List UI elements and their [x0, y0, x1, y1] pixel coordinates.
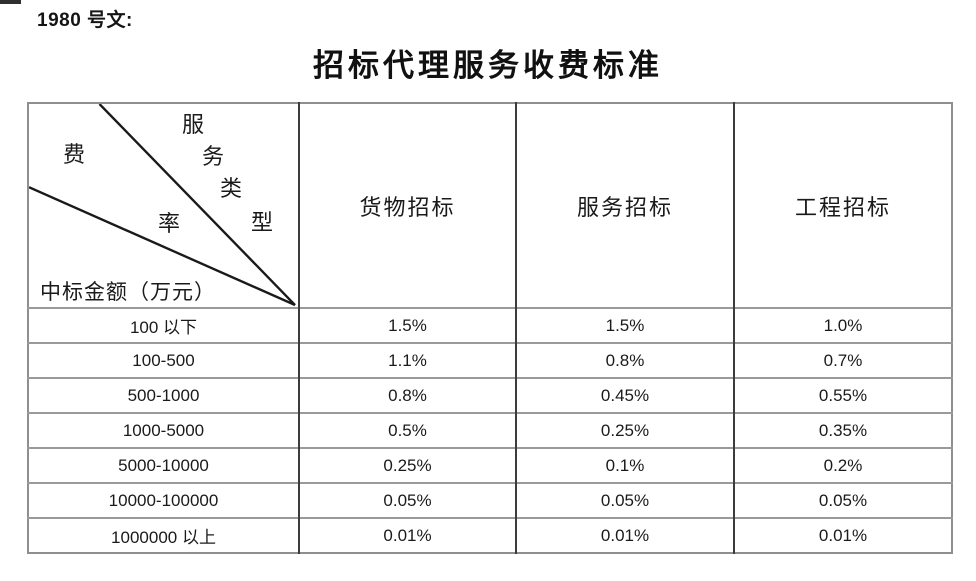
- rate-cell: 1.0%: [733, 307, 952, 343]
- table-row: 1000000 以上 0.01% 0.01% 0.01%: [28, 517, 952, 553]
- table-row: 1000-5000 0.5% 0.25% 0.35%: [28, 412, 952, 448]
- diagonal-corner-cell: 服 务 类 型 费 率 中标金额（万元）: [28, 103, 299, 308]
- rate-cell: 1.1%: [298, 342, 516, 378]
- rate-cell: 0.55%: [733, 377, 952, 413]
- table-row: 100-500 1.1% 0.8% 0.7%: [28, 342, 952, 378]
- rate-cell: 0.05%: [298, 482, 516, 518]
- row-label: 5000-10000: [28, 447, 299, 483]
- corner-char-xing: 型: [251, 210, 274, 235]
- row-label: 1000000 以上: [28, 517, 299, 553]
- table-row: 100 以下 1.5% 1.5% 1.0%: [28, 307, 952, 343]
- column-header-services: 服务招标: [515, 103, 734, 308]
- corner-char-fu: 服: [182, 112, 205, 137]
- corner-char-lei: 类: [220, 176, 243, 201]
- scan-artifact-mark: [0, 0, 21, 4]
- row-label: 10000-100000: [28, 482, 299, 518]
- rate-cell: 0.8%: [515, 342, 734, 378]
- row-label: 100-500: [28, 342, 299, 378]
- corner-char-wu: 务: [202, 144, 225, 169]
- corner-amount-label: 中标金额（万元）: [40, 280, 216, 304]
- rate-cell: 0.8%: [298, 377, 516, 413]
- rate-cell: 1.5%: [515, 307, 734, 343]
- diagonal-lines: [29, 104, 296, 307]
- table-row: 5000-10000 0.25% 0.1% 0.2%: [28, 447, 952, 483]
- page-title: 招标代理服务收费标准: [313, 48, 663, 83]
- column-header-engineering: 工程招标: [733, 103, 952, 308]
- rate-cell: 0.05%: [515, 482, 734, 518]
- corner-char-fei: 费: [63, 142, 86, 167]
- table-row: 10000-100000 0.05% 0.05% 0.05%: [28, 482, 952, 518]
- row-label: 100 以下: [28, 307, 299, 343]
- table-header-row: 服 务 类 型 费 率 中标金额（万元） 货物招标 服务招标 工程招标: [28, 103, 952, 308]
- rate-cell: 0.2%: [733, 447, 952, 483]
- rate-cell: 0.35%: [733, 412, 952, 448]
- rate-cell: 0.05%: [733, 482, 952, 518]
- rate-cell: 0.25%: [298, 447, 516, 483]
- rate-cell: 0.01%: [515, 517, 734, 553]
- rate-cell: 0.01%: [298, 517, 516, 553]
- fee-standard-table: 服 务 类 型 费 率 中标金额（万元） 货物招标 服务招标 工程招标 100 …: [27, 102, 953, 554]
- rate-cell: 0.45%: [515, 377, 734, 413]
- rate-cell: 1.5%: [298, 307, 516, 343]
- rate-cell: 0.01%: [733, 517, 952, 553]
- table-row: 500-1000 0.8% 0.45% 0.55%: [28, 377, 952, 413]
- rate-cell: 0.1%: [515, 447, 734, 483]
- column-header-goods: 货物招标: [298, 103, 516, 308]
- row-label: 500-1000: [28, 377, 299, 413]
- rate-cell: 0.25%: [515, 412, 734, 448]
- row-label: 1000-5000: [28, 412, 299, 448]
- document-number: 1980 号文:: [37, 10, 133, 31]
- rate-cell: 0.7%: [733, 342, 952, 378]
- corner-char-lv: 率: [158, 211, 181, 236]
- rate-cell: 0.5%: [298, 412, 516, 448]
